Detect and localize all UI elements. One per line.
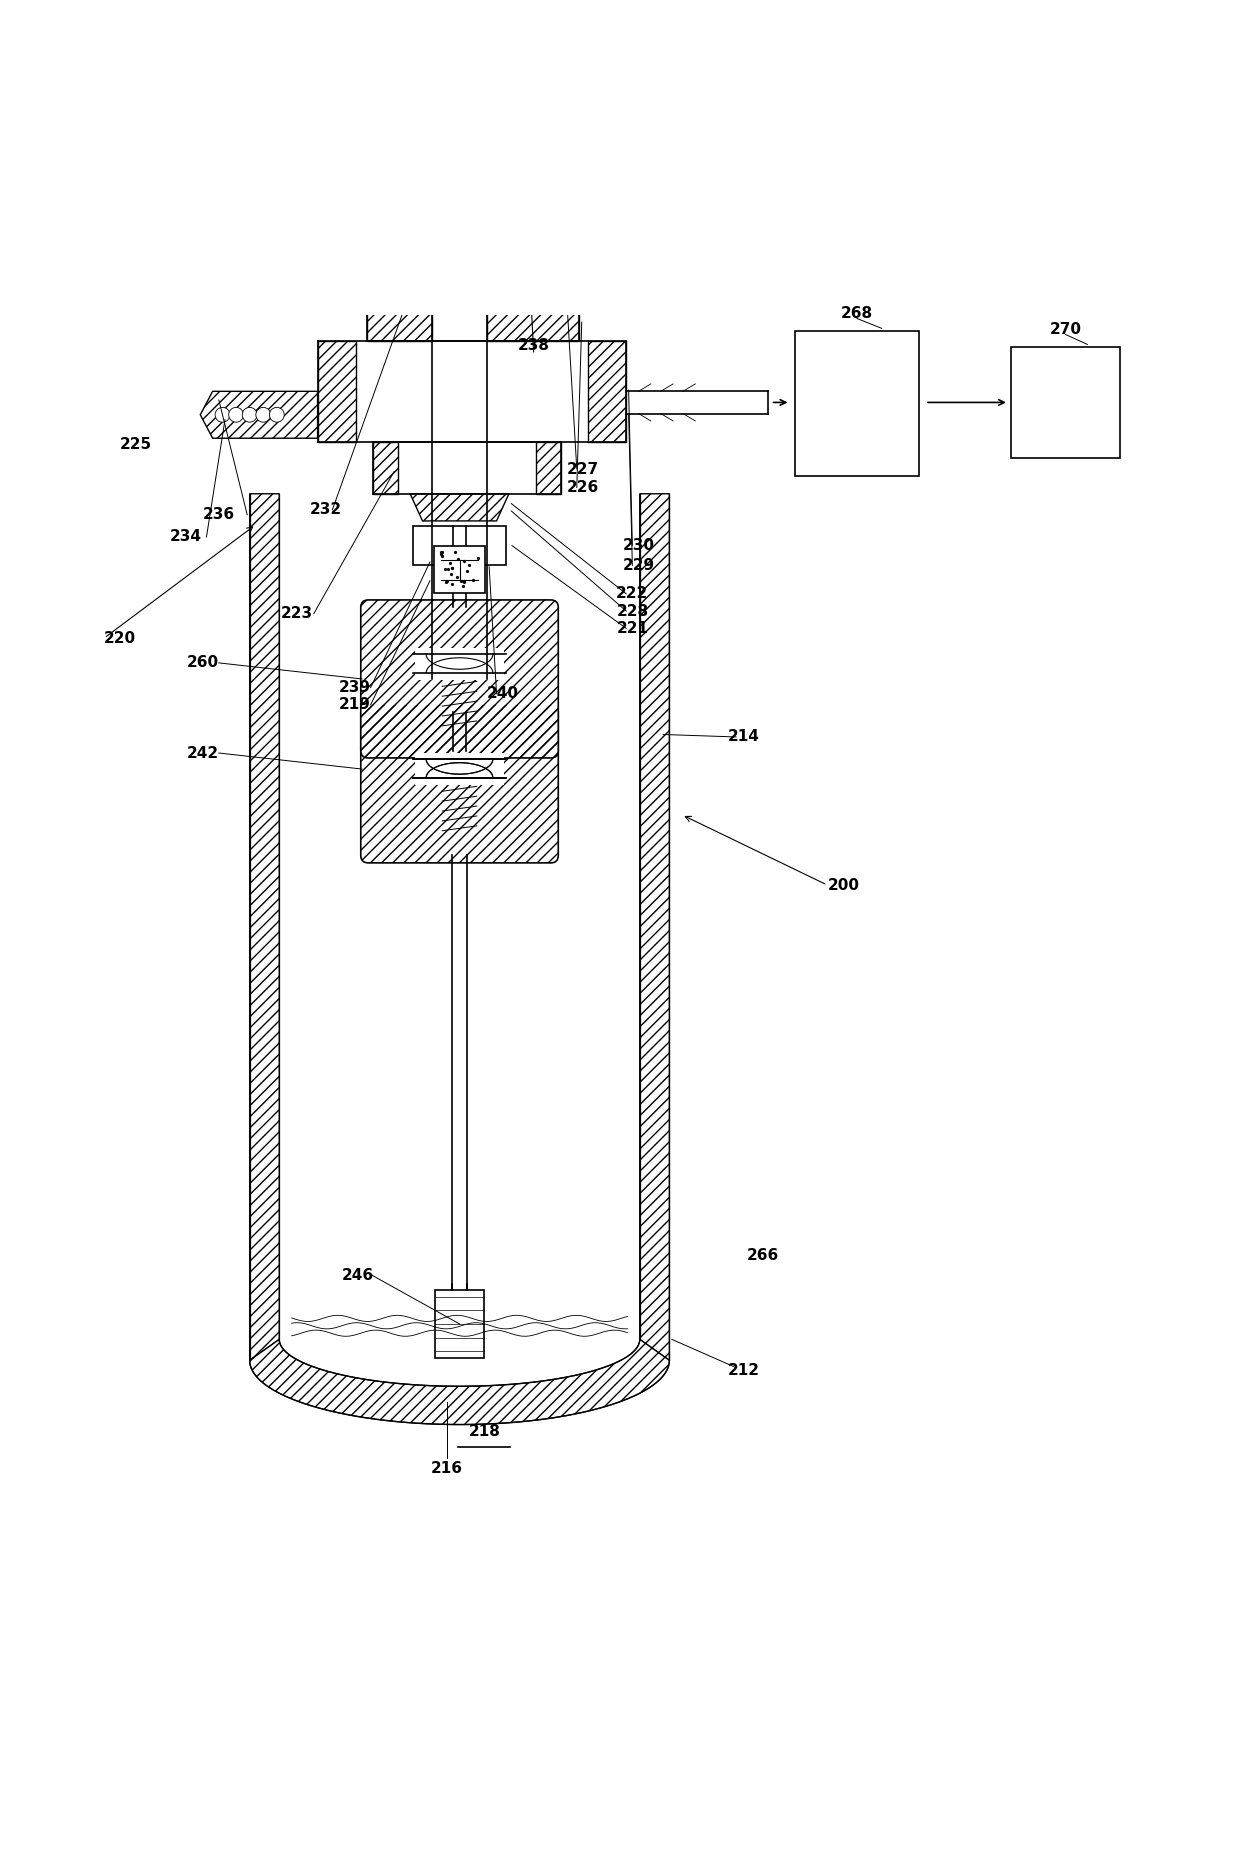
Polygon shape	[410, 494, 508, 520]
Circle shape	[228, 408, 243, 421]
Bar	[435, 1290, 484, 1357]
Bar	[795, 330, 919, 477]
Text: 230: 230	[622, 539, 655, 554]
Polygon shape	[373, 442, 398, 494]
Text: 216: 216	[432, 1461, 464, 1476]
Circle shape	[255, 408, 270, 421]
Text: 200: 200	[827, 878, 859, 893]
Polygon shape	[486, 60, 548, 127]
Text: 232: 232	[310, 501, 342, 518]
Text: 242: 242	[187, 746, 218, 761]
FancyBboxPatch shape	[361, 600, 558, 759]
Text: 234: 234	[170, 529, 201, 544]
Circle shape	[242, 408, 257, 421]
Text: 270: 270	[1049, 322, 1081, 337]
Polygon shape	[486, 295, 579, 341]
Polygon shape	[317, 341, 356, 442]
Text: 225: 225	[120, 436, 153, 451]
Polygon shape	[249, 494, 279, 1361]
Text: 268: 268	[841, 306, 873, 321]
Text: 214: 214	[728, 729, 759, 744]
Text: 220: 220	[104, 630, 136, 645]
Polygon shape	[487, 123, 551, 170]
Circle shape	[215, 408, 229, 421]
Polygon shape	[367, 295, 433, 341]
Text: 229: 229	[622, 557, 655, 572]
Polygon shape	[383, 261, 433, 295]
Polygon shape	[640, 494, 670, 1361]
Polygon shape	[396, 123, 432, 170]
Text: 238: 238	[517, 337, 549, 352]
FancyBboxPatch shape	[361, 705, 558, 863]
Text: 219: 219	[339, 697, 371, 712]
Text: 223: 223	[280, 606, 312, 621]
Text: 246: 246	[342, 1268, 374, 1282]
Text: 222: 222	[616, 587, 649, 602]
Polygon shape	[588, 341, 626, 442]
Polygon shape	[486, 261, 563, 295]
Text: 260: 260	[187, 656, 218, 671]
Bar	[415, 649, 503, 680]
Text: 226: 226	[567, 481, 599, 496]
Bar	[415, 753, 503, 785]
Bar	[413, 526, 506, 565]
Text: 227: 227	[567, 462, 599, 477]
Polygon shape	[201, 391, 317, 438]
Text: 228: 228	[616, 604, 649, 619]
Polygon shape	[373, 170, 433, 261]
Bar	[1012, 347, 1120, 459]
Text: 266: 266	[746, 1247, 779, 1264]
Text: 218: 218	[469, 1424, 500, 1439]
Polygon shape	[536, 442, 560, 494]
Polygon shape	[398, 60, 433, 127]
Text: 239: 239	[339, 680, 371, 695]
Polygon shape	[486, 170, 570, 261]
Text: 240: 240	[487, 686, 518, 701]
Circle shape	[269, 408, 284, 421]
Bar	[434, 546, 485, 593]
Text: 212: 212	[728, 1363, 759, 1377]
Text: 221: 221	[616, 621, 649, 636]
Text: 236: 236	[203, 507, 234, 522]
Polygon shape	[249, 1340, 670, 1424]
